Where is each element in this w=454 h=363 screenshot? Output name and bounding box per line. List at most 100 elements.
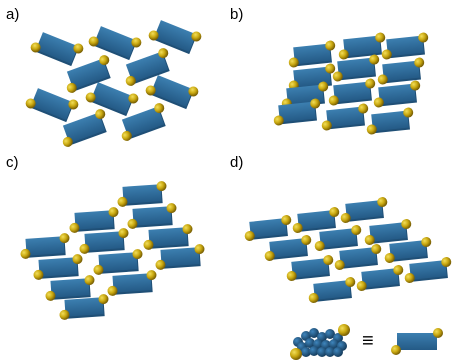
plate-face xyxy=(121,106,165,138)
molecule-plate xyxy=(244,215,292,241)
molecule-plate xyxy=(66,55,111,93)
molecule-plate xyxy=(381,32,429,60)
molecule-plate xyxy=(117,181,167,207)
terminal-atom xyxy=(194,244,205,255)
plate-face xyxy=(160,247,200,267)
plate-face xyxy=(125,51,169,83)
terminal-atom xyxy=(292,222,303,233)
terminal-atom xyxy=(85,92,96,103)
terminal-atom xyxy=(68,99,79,110)
terminal-atom xyxy=(325,63,336,74)
terminal-atom xyxy=(88,36,99,47)
terminal-atom xyxy=(345,277,356,288)
plate-face xyxy=(98,252,138,272)
molecule-plate xyxy=(264,235,312,261)
molecule-plate xyxy=(373,80,421,108)
molecule-plate xyxy=(404,257,452,283)
molecule-plate xyxy=(20,233,70,259)
terminal-atom xyxy=(325,40,336,51)
terminal-atom xyxy=(107,285,118,296)
plate-face xyxy=(122,184,162,204)
plate-face xyxy=(30,88,74,120)
legend-group xyxy=(290,324,443,360)
terminal-atom xyxy=(356,280,367,291)
molecule-plate xyxy=(30,32,84,67)
legend-plate-face xyxy=(397,333,437,350)
molecule-plate xyxy=(85,82,139,117)
terminal-atom xyxy=(98,294,109,305)
equivalence-symbol: ≡ xyxy=(362,330,374,352)
terminal-atom xyxy=(79,243,90,254)
molecule-plate xyxy=(155,244,205,270)
terminal-atom xyxy=(166,203,177,214)
molecule-plate xyxy=(45,275,95,301)
plate-face xyxy=(319,228,357,248)
plate-face xyxy=(369,222,407,242)
terminal-atom xyxy=(393,265,404,276)
space-filling-atom xyxy=(333,347,343,357)
plate-face xyxy=(25,236,65,256)
terminal-atom xyxy=(381,49,392,60)
plate-face xyxy=(333,81,371,103)
space-filling-atom xyxy=(325,347,335,357)
molecule-plate xyxy=(62,109,107,147)
terminal-atom xyxy=(301,235,312,246)
plate-face xyxy=(38,257,78,277)
molecule-plate xyxy=(366,107,414,135)
panel-label-b: b) xyxy=(230,6,244,23)
terminal-atom xyxy=(403,107,414,118)
plate-face xyxy=(74,210,114,230)
plate-face xyxy=(361,268,399,288)
molecule-plate xyxy=(334,244,382,270)
terminal-atom xyxy=(308,292,319,303)
plate-face xyxy=(371,110,409,132)
plate-face xyxy=(148,227,188,247)
plate-face xyxy=(291,258,329,278)
terminal-atom xyxy=(72,254,83,265)
terminal-atom xyxy=(314,240,325,251)
terminal-atom xyxy=(377,197,388,208)
terminal-atom xyxy=(371,244,382,255)
terminal-atom xyxy=(281,215,292,226)
plate-face xyxy=(326,106,364,128)
plate-face xyxy=(93,26,137,58)
terminal-atom xyxy=(286,270,297,281)
terminal-atom xyxy=(375,32,386,43)
terminal-atom xyxy=(30,42,41,53)
terminal-atom xyxy=(84,275,95,286)
terminal-atom xyxy=(310,98,321,109)
terminal-atom xyxy=(401,219,412,230)
plate-face xyxy=(249,218,287,238)
plate-face xyxy=(345,200,383,220)
panel-label-a: a) xyxy=(6,6,20,23)
terminal-atom xyxy=(99,55,110,66)
terminal-atom xyxy=(323,255,334,266)
molecule-plate xyxy=(338,32,386,60)
molecule-plate xyxy=(59,294,109,320)
terminal-atom xyxy=(132,249,143,260)
molecule-plate xyxy=(33,254,83,280)
plate-face xyxy=(84,231,124,251)
terminal-atom xyxy=(127,218,138,229)
terminal-atom xyxy=(121,130,132,141)
molecule-plate xyxy=(69,207,119,233)
terminal-atom xyxy=(155,259,166,270)
terminal-atom xyxy=(117,196,128,207)
molecule-plate xyxy=(143,224,193,250)
terminal-atom xyxy=(351,225,362,236)
terminal-atom xyxy=(158,48,169,59)
plate-face xyxy=(269,238,307,258)
terminal-atom xyxy=(365,78,376,89)
terminal-atom xyxy=(20,248,31,259)
space-filling-atom xyxy=(329,339,339,349)
plate-face xyxy=(389,240,427,260)
terminal-atom xyxy=(264,250,275,261)
terminal-atom xyxy=(182,224,193,235)
terminal-atom xyxy=(25,98,36,109)
terminal-atom xyxy=(433,328,443,338)
plate-face xyxy=(132,206,172,226)
terminal-atom xyxy=(108,207,119,218)
terminal-atom xyxy=(288,57,299,68)
